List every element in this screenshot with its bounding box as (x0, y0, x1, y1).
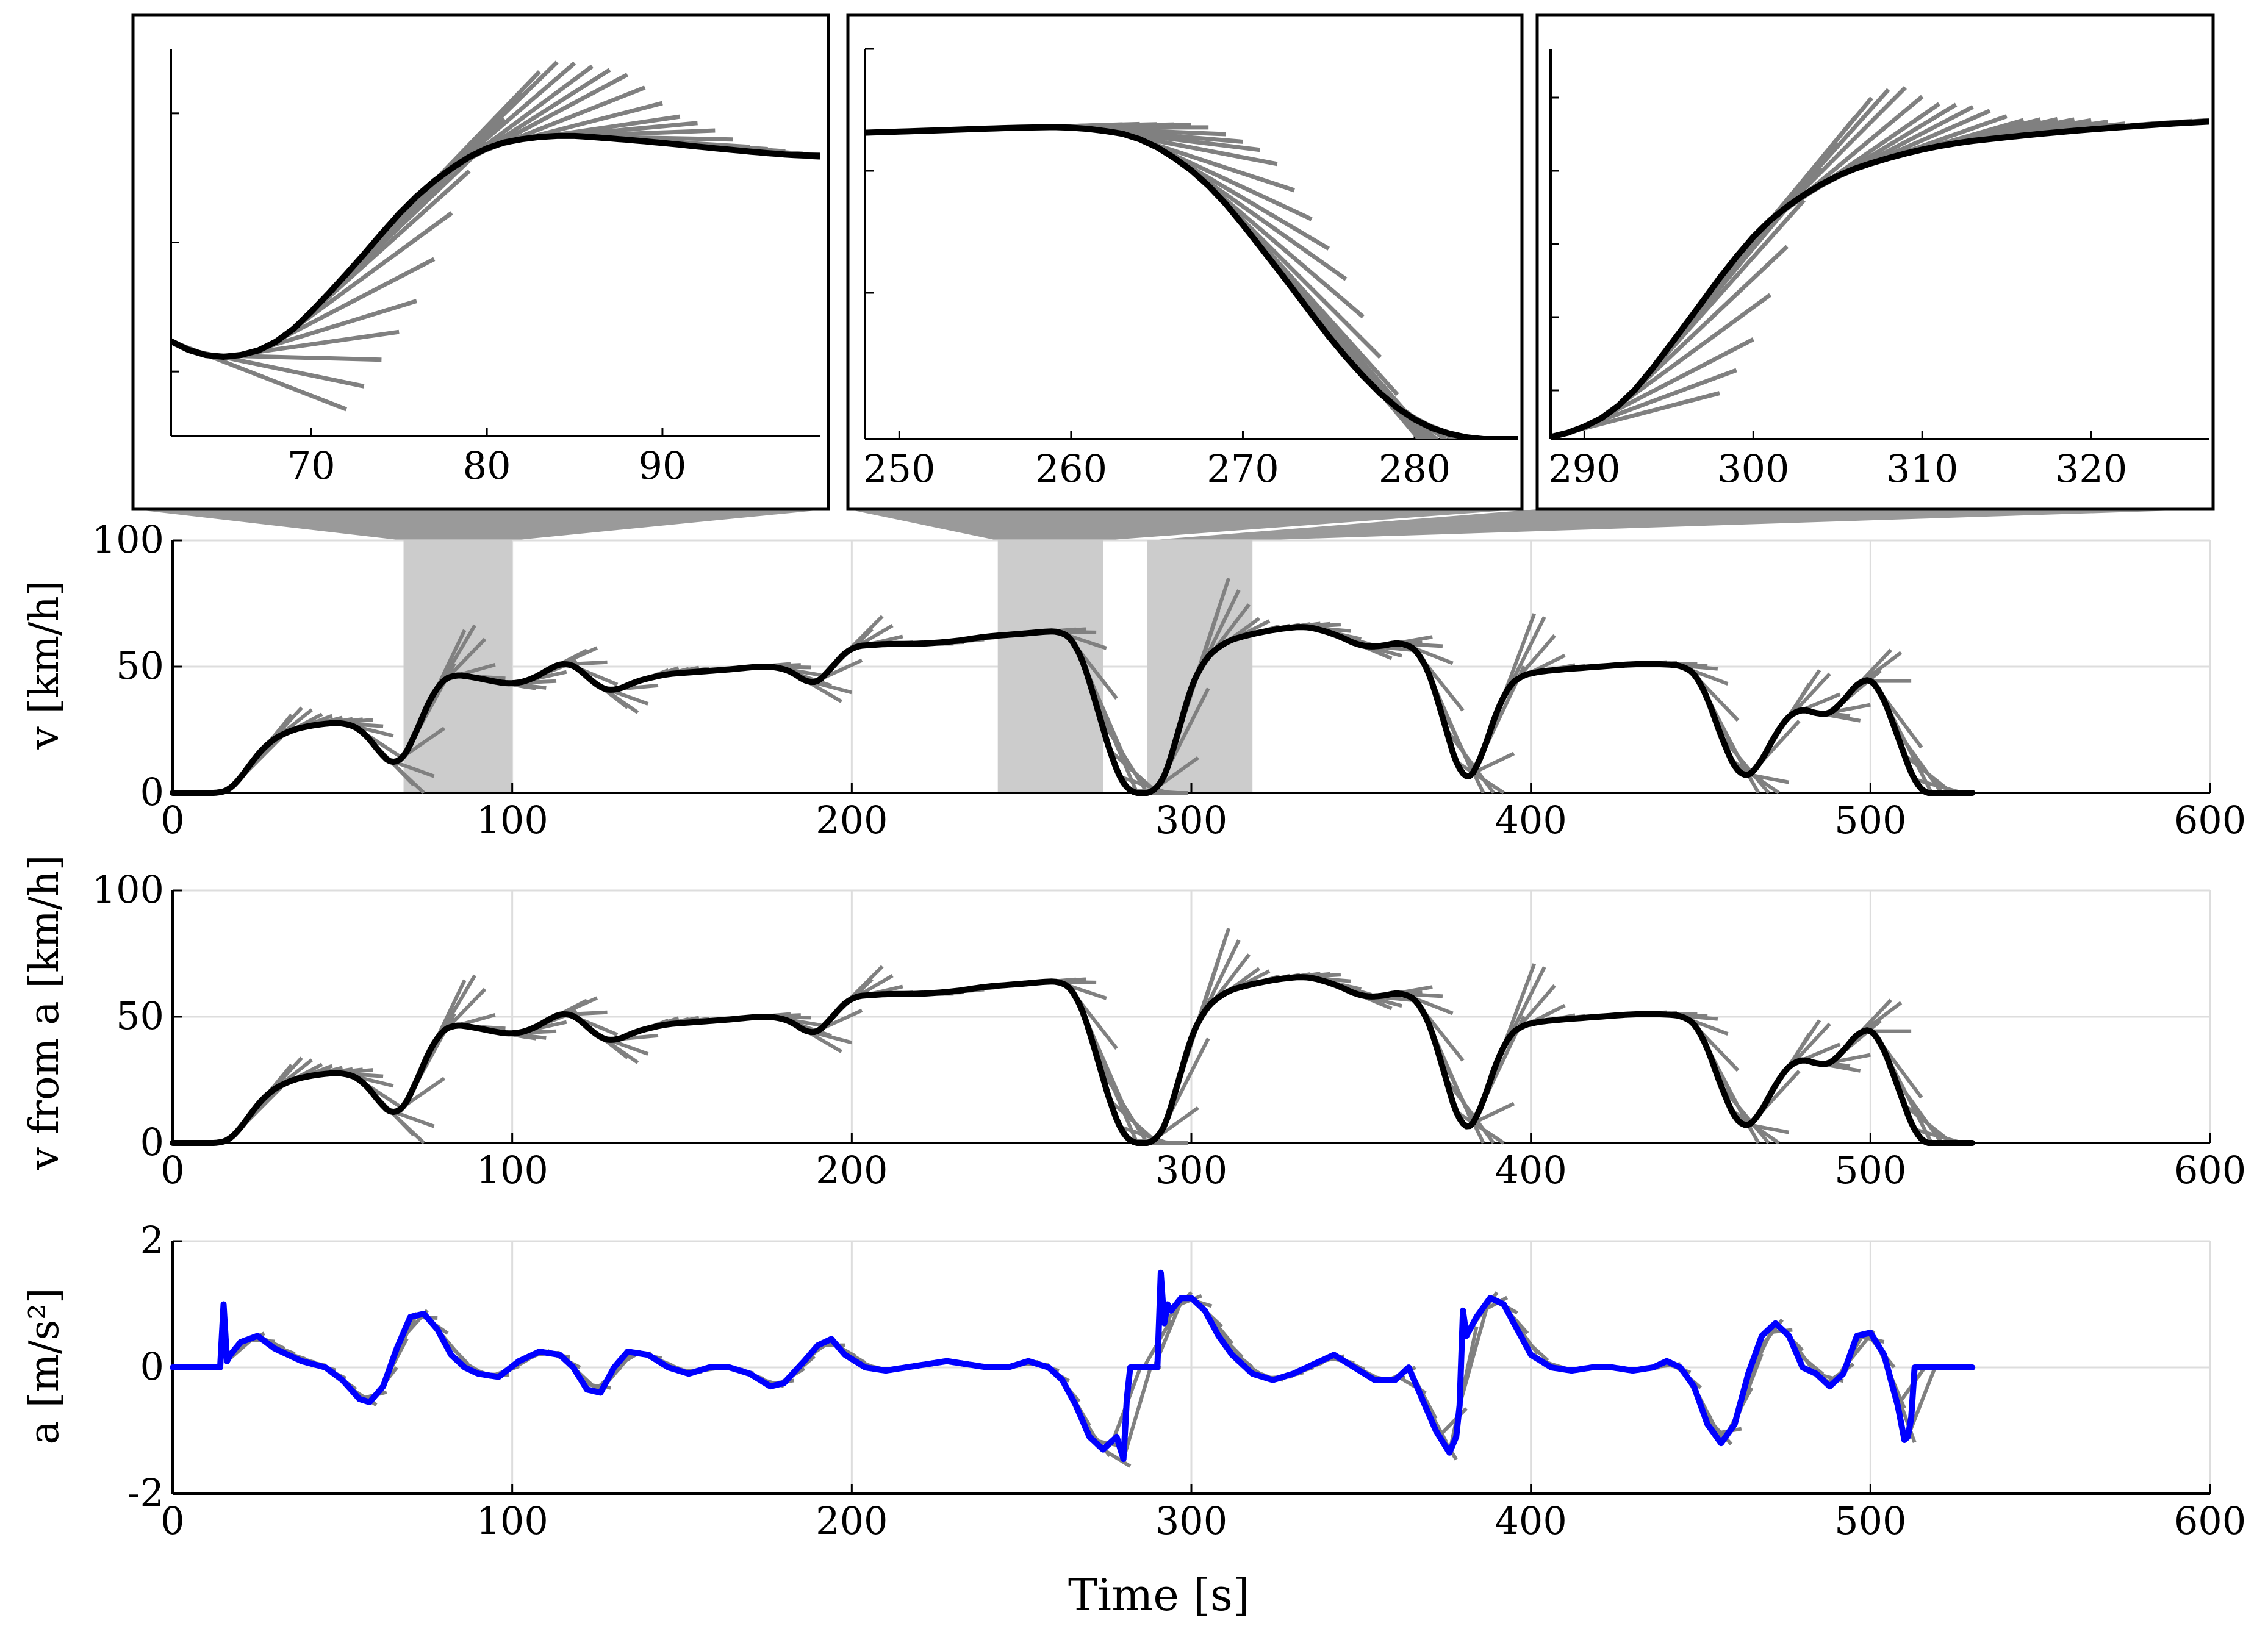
x-tick-label: 500 (1834, 1148, 1906, 1192)
zoom-frame (1535, 13, 2215, 511)
prediction-segment (1102, 1447, 1132, 1468)
x-tick-label: 600 (2174, 1148, 2246, 1192)
zoom-x-tick-label: 290 (1548, 446, 1620, 491)
zoom-panel-3: 290 300 310 320 (1535, 13, 2268, 511)
zoom-prediction-segment (2209, 115, 2268, 121)
zoom-x-tick-label: 80 (463, 443, 511, 488)
speed-ylabel: v [km/h] (21, 580, 68, 750)
prediction-segment (1892, 1076, 1943, 1144)
x-tick-label: 600 (2174, 1499, 2246, 1543)
x-tick-label: 300 (1155, 1499, 1227, 1543)
prediction-segment (1720, 1084, 1770, 1144)
y-tick-label: 50 (116, 643, 164, 688)
acc-ylabel: a [m/s²] (21, 1288, 68, 1445)
zoom-x-tick-label: 300 (1717, 446, 1789, 491)
zoom-connector (133, 509, 828, 540)
speed-from-acceleration-panel: 0 100 200 300 400 500 600 0 50 100 (92, 867, 2247, 1192)
zoom-frame (131, 13, 830, 511)
speed-line (170, 624, 1976, 796)
x-tick-label: 100 (476, 1148, 548, 1192)
zoom-x-tick-label: 310 (1886, 446, 1958, 491)
vfa-ylabel: v from a [km/h] (21, 855, 68, 1171)
x-tick-label: 200 (816, 1499, 888, 1543)
zoom-x-tick-label: 70 (287, 443, 336, 488)
speed-panel: 0 100 200 300 400 500 600 0 50 100 (92, 517, 2247, 842)
zoom-panel-2: 250 260 270 280 (846, 13, 1524, 511)
prediction-segment (1098, 1065, 1149, 1144)
prediction-segment (1892, 726, 1943, 794)
x-tick-label: 300 (1155, 798, 1227, 842)
y-tick-label: -2 (127, 1470, 164, 1515)
x-tick-label: 500 (1834, 798, 1906, 842)
prediction-segment (1720, 734, 1770, 794)
y-tick-label: 100 (92, 867, 164, 912)
zoom-x-tick-label: 280 (1379, 446, 1451, 491)
time-xlabel: Time [s] (1068, 1569, 1250, 1621)
x-tick-label: 600 (2174, 798, 2246, 842)
zoom-speed-line (171, 132, 820, 360)
zoom-connector (848, 509, 1522, 540)
x-tick-label: 400 (1495, 1499, 1566, 1543)
zoom-speed-line (865, 124, 1518, 439)
y-tick-label: 2 (140, 1218, 164, 1263)
x-tick-label: 0 (160, 798, 184, 842)
speed-from-acceleration-line (170, 974, 1976, 1146)
zoom-panel-1: 70 80 90 (131, 13, 830, 511)
x-tick-label: 0 (160, 1499, 184, 1543)
y-tick-label: 50 (116, 994, 164, 1038)
y-tick-label: 0 (140, 770, 164, 814)
prediction-segment (1098, 715, 1149, 794)
prediction-segment (1121, 1367, 1153, 1460)
x-tick-label: 100 (476, 798, 548, 842)
x-tick-label: 500 (1834, 1499, 1906, 1543)
x-tick-label: 400 (1495, 1148, 1566, 1192)
x-tick-label: 400 (1495, 798, 1566, 842)
acceleration-line (170, 1269, 1976, 1463)
zoom-x-tick-label: 320 (2055, 446, 2127, 491)
zoom-x-tick-label: 90 (638, 443, 686, 488)
y-tick-label: 0 (140, 1344, 164, 1389)
zoom-speed-line (1551, 118, 2209, 439)
zoom-x-tick-label: 270 (1207, 446, 1279, 491)
x-tick-label: 100 (476, 1499, 548, 1543)
zoom-connector (1147, 509, 2213, 540)
y-tick-label: 0 (140, 1120, 164, 1164)
y-tick-label: 100 (92, 517, 164, 562)
prediction-segment (1457, 1307, 1489, 1406)
x-tick-label: 300 (1155, 1148, 1227, 1192)
x-tick-label: 200 (816, 1148, 888, 1192)
x-tick-label: 200 (816, 798, 888, 842)
prediction-segment (1455, 1110, 1505, 1145)
zoom-x-tick-label: 260 (1035, 446, 1107, 491)
prediction-segment (1455, 760, 1505, 795)
x-tick-label: 0 (160, 1148, 184, 1192)
acceleration-panel: 0 100 200 300 400 500 600-202 (127, 1218, 2247, 1543)
zoom-connectors (133, 509, 2213, 540)
prediction-segment (1438, 1406, 1468, 1438)
zoom-x-tick-label: 250 (863, 446, 935, 491)
